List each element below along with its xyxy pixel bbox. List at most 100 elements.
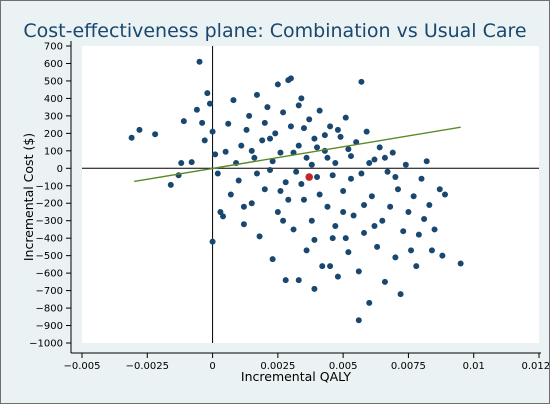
scatter-point [274,81,281,88]
scatter-point [295,142,302,149]
x-tick-label: −0.0025 [126,361,169,372]
tick-marks [66,45,540,358]
scatter-point [311,285,318,292]
scatter-point [426,201,433,208]
scatter-point [272,130,279,137]
scatter-point [324,203,331,210]
scatter-point [246,112,253,119]
scatter-point [201,137,208,144]
scatter-point [240,203,247,210]
x-tick-labels: −0.005 −0.0025 0 0.0025 0.005 0.0075 0.01 0.012… [63,361,549,372]
scatter-point [303,247,310,254]
scatter-point [421,215,428,222]
threshold-line [134,126,461,183]
scatter-point [295,277,302,284]
x-tick-label: −0.005 [63,361,100,372]
scatter-point [240,221,247,228]
scatter-point [196,58,203,65]
scatter-point [277,188,284,195]
scatter-point [280,109,287,116]
scatter-point [274,208,281,215]
scatter-point [366,299,373,306]
scatter-point [285,196,292,203]
scatter-point [193,106,200,113]
scatter-point [261,186,268,193]
scatter-point [293,168,300,175]
scatter-point [264,104,271,111]
scatter-point [230,97,237,104]
scatter-point [316,107,323,114]
y-tick-label: −400 [36,234,63,245]
scatter-point [311,236,318,243]
y-tick-labels: 700 600 500 400 300 200 100 0 −100 −200 −300 −400 −5… [29,42,63,350]
mean-point-group [305,173,313,181]
reference-lines [82,46,539,343]
scatter-point [314,174,321,181]
scatter-point [441,191,448,198]
scatter-point [269,158,276,165]
scatter-point [340,208,347,215]
scatter-point [342,114,349,121]
y-tick-label: −900 [36,321,63,332]
scatter-point [405,208,412,215]
scatter-point [376,144,383,151]
scatter-point [436,186,443,193]
scatter-point [298,181,305,188]
scatter-point [298,95,305,102]
scatter-point [220,213,227,220]
scatter-point [327,123,334,130]
scatter-point [256,233,263,240]
threshold-line-group [134,126,461,183]
scatter-point [347,153,354,160]
scatter-point [345,146,352,153]
scatter-point [402,161,409,168]
scatter-point [308,217,315,224]
scatter-point [253,170,260,177]
scatter-point [209,238,216,245]
scatter-point [238,142,245,149]
scatter-point [332,222,339,229]
scatter-point [379,217,386,224]
y-tick-label: −500 [36,251,63,262]
scatter-point [413,263,420,270]
y-tick-label: 100 [44,146,63,157]
y-tick-label: −200 [36,199,63,210]
scatter-point [392,254,399,261]
x-axis-title: Incremental QALY [241,369,352,384]
scatter-point [248,200,255,207]
scatter-point [392,174,399,181]
scatter-point [261,119,268,126]
scatter-point [329,172,336,179]
scatter-point [300,125,307,132]
x-tick-label: 0 [209,361,215,372]
scatter-point [334,273,341,280]
scatter-point [282,179,289,186]
y-tick-label: −600 [36,269,63,280]
scatter-point [204,90,211,97]
scatter-point [332,160,339,167]
scatter-point [287,123,294,130]
scatter-point [287,75,294,82]
scatter-point [277,149,284,156]
scatter-point [355,268,362,275]
scatter-point [431,226,438,233]
scatter-point [366,160,373,167]
scatter-point [308,161,315,168]
scatter-point [428,247,435,254]
scatter-point [415,231,422,238]
y-tick-label: 400 [44,94,63,105]
scatter-point [136,126,143,133]
y-tick-label: 300 [44,111,63,122]
scatter-point [457,260,464,267]
y-tick-label: 500 [44,76,63,87]
scatter-point [423,158,430,165]
scatter-point [212,151,219,158]
scatter-point [167,181,174,188]
scatter-point [227,191,234,198]
scatter-point [152,131,159,138]
scatter-point [368,193,375,200]
scatter-point [225,120,232,127]
scatter-point [381,278,388,285]
